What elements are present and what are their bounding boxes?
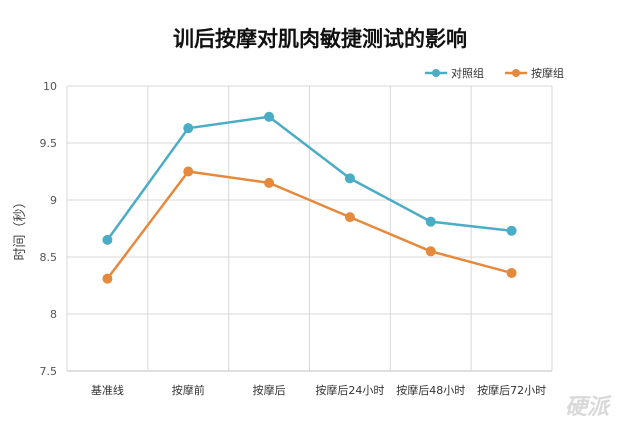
legend-label: 对照组 bbox=[451, 66, 484, 80]
data-point bbox=[102, 273, 113, 284]
series-1 bbox=[102, 111, 517, 245]
x-tick-label: 按摩后 bbox=[253, 383, 286, 397]
data-point bbox=[425, 216, 436, 227]
data-point bbox=[425, 246, 436, 257]
x-tick-label: 基准线 bbox=[91, 383, 124, 397]
data-point bbox=[344, 173, 355, 184]
y-axis-label: 时间（秒） bbox=[13, 195, 28, 260]
x-tick-label: 按摩后72小时 bbox=[477, 383, 546, 397]
data-point bbox=[506, 225, 517, 236]
legend-label: 按摩组 bbox=[531, 66, 564, 80]
y-tick-label: 9 bbox=[50, 194, 57, 207]
data-point bbox=[264, 111, 275, 122]
y-tick-label: 8.5 bbox=[40, 251, 58, 264]
y-tick-label: 8 bbox=[50, 308, 57, 321]
data-point bbox=[506, 267, 517, 278]
grid-lines bbox=[66, 85, 553, 372]
y-tick-label: 7.5 bbox=[40, 365, 58, 378]
chart-title: 训后按摩对肌肉敏捷测试的影响 bbox=[173, 27, 467, 51]
y-tick-label: 10 bbox=[43, 80, 57, 93]
x-tick-label: 按摩后24小时 bbox=[315, 383, 384, 397]
data-point bbox=[183, 123, 194, 134]
data-point bbox=[183, 166, 194, 177]
series-line bbox=[106, 170, 512, 280]
y-tick-label: 9.5 bbox=[40, 137, 58, 150]
legend-marker bbox=[512, 69, 520, 77]
data-point bbox=[102, 234, 113, 245]
x-tick-label: 按摩后48小时 bbox=[396, 383, 465, 397]
series-line bbox=[106, 115, 512, 241]
x-axis-ticks: 基准线 按摩前 按摩后 按摩后24小时 按摩后48小时 按摩后72小时 bbox=[91, 383, 546, 397]
watermark-text: 硬派 bbox=[565, 395, 612, 420]
series-lines bbox=[102, 111, 517, 284]
legend-marker bbox=[432, 69, 440, 77]
legend: 对照组 按摩组 bbox=[425, 66, 564, 80]
x-tick-label: 按摩前 bbox=[172, 383, 205, 397]
data-point bbox=[264, 177, 275, 188]
data-point bbox=[344, 212, 355, 223]
y-axis-ticks: 7.5 8 8.5 9 9.5 10 bbox=[40, 80, 58, 378]
series-2 bbox=[102, 166, 517, 284]
